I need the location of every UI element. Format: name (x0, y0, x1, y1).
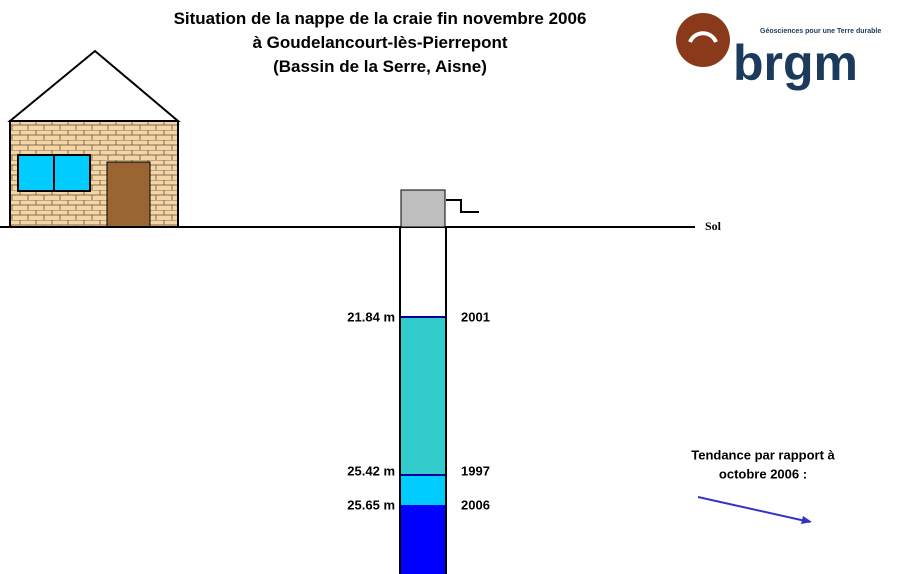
house (7, 49, 181, 228)
level-depth: 25.65 m (347, 497, 395, 512)
logo-tagline: Géosciences pour une Terre durable (760, 28, 881, 35)
level-year: 1997 (461, 463, 490, 478)
title-line: à Goudelancourt-lès-Pierrepont (252, 33, 507, 52)
trend-text: Tendance par rapport à (691, 447, 835, 462)
level-year: 2001 (461, 309, 490, 324)
ground-label: Sol (705, 219, 722, 233)
trend-text: octobre 2006 : (719, 466, 807, 481)
logo-name: brgm (733, 35, 858, 91)
level-year: 2006 (461, 497, 490, 512)
level-depth: 25.42 m (347, 463, 395, 478)
title-line: (Bassin de la Serre, Aisne) (273, 57, 487, 76)
trend-arrow (697, 496, 812, 524)
level-depth: 21.84 m (347, 309, 395, 324)
well (399, 189, 479, 574)
title-line: Situation de la nappe de la craie fin no… (174, 9, 587, 28)
logo: brgm Géosciences pour une Terre durable (676, 13, 881, 91)
